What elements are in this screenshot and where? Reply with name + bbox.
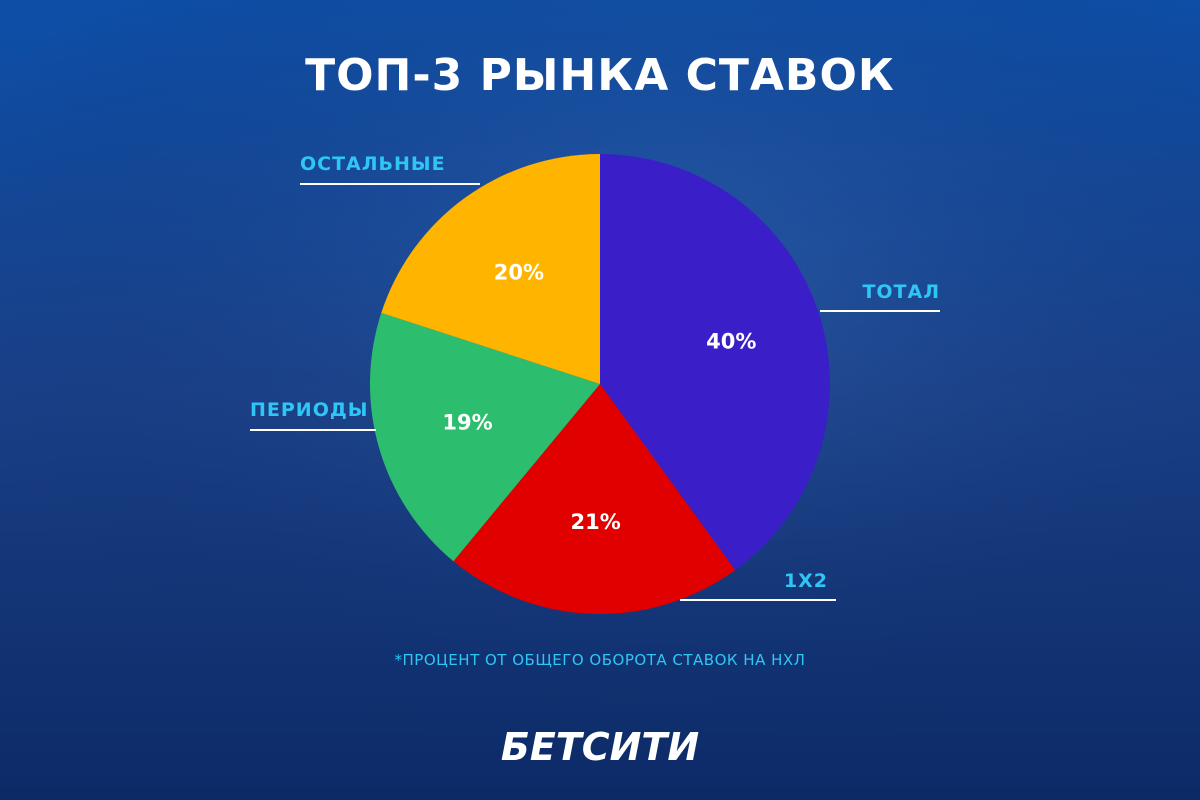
brand-logo: БЕТСИТИ <box>501 725 699 769</box>
chart-title: ТОП-3 РЫНКА СТАВОК <box>305 50 895 101</box>
category-label: ОСТАЛЬНЫЕ <box>300 153 446 175</box>
pie-slice <box>381 154 600 384</box>
value-label: 20% <box>494 260 544 284</box>
pie-slice <box>453 384 736 614</box>
value-label: 19% <box>442 411 492 435</box>
value-label: 40% <box>706 329 756 353</box>
category-label: ТОТАЛ <box>862 281 940 303</box>
category-label: ПЕРИОДЫ <box>250 399 368 421</box>
category-label: 1X2 <box>784 570 828 592</box>
footnote: *ПРОЦЕНТ ОТ ОБЩЕГО ОБОРОТА СТАВОК НА НХЛ <box>395 651 806 669</box>
value-label: 21% <box>571 510 621 534</box>
pie-slice <box>600 154 830 571</box>
pie-slice <box>370 312 600 562</box>
pie: 40% ТОТАЛ 21% 1X2 19% ПЕРИОДЫ 20% ОСТАЛЬНЫЕ <box>250 153 940 614</box>
